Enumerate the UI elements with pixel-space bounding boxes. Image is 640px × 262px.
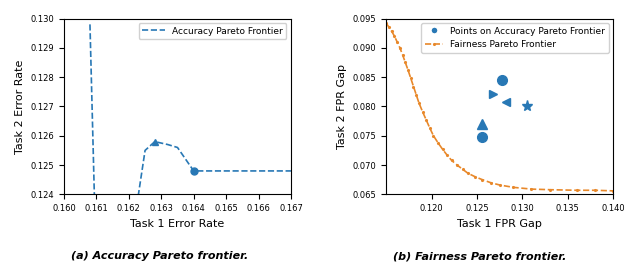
Text: (a) Accuracy Pareto frontier.: (a) Accuracy Pareto frontier. — [72, 251, 248, 261]
Fairness Pareto Frontier — [609, 189, 617, 192]
Fairness Pareto Frontier — [410, 85, 417, 88]
Fairness Pareto Frontier — [496, 183, 504, 187]
Accuracy Pareto Frontier — [125, 228, 132, 231]
Accuracy Pareto Frontier — [164, 143, 172, 146]
Fairness Pareto Frontier — [453, 163, 461, 167]
Fairness Pareto Frontier — [399, 53, 406, 56]
Fairness Pareto Frontier — [390, 35, 398, 38]
Accuracy Pareto Frontier — [239, 169, 246, 172]
Accuracy Pareto Frontier — [151, 140, 159, 143]
Line: Fairness Pareto Frontier: Fairness Pareto Frontier — [385, 21, 615, 193]
Text: (b) Fairness Pareto frontier.: (b) Fairness Pareto frontier. — [394, 251, 566, 261]
Fairness Pareto Frontier — [385, 26, 393, 29]
Accuracy Pareto Frontier — [287, 169, 295, 172]
Fairness Pareto Frontier — [415, 101, 423, 105]
Fairness Pareto Frontier — [479, 178, 486, 181]
Fairness Pareto Frontier — [487, 181, 495, 184]
Fairness Pareto Frontier — [444, 154, 451, 157]
Accuracy Pareto Frontier — [118, 237, 126, 240]
Accuracy Pareto Frontier — [173, 146, 181, 149]
Fairness Pareto Frontier — [527, 188, 535, 191]
Fairness Pareto Frontier — [448, 159, 456, 162]
Fairness Pareto Frontier — [407, 77, 415, 80]
Fairness Pareto Frontier — [404, 69, 412, 72]
Y-axis label: Task 2 Error Rate: Task 2 Error Rate — [15, 59, 25, 154]
Fairness Pareto Frontier — [459, 168, 467, 171]
Accuracy Pareto Frontier — [190, 169, 198, 172]
Fairness Pareto Frontier — [438, 148, 446, 151]
Fairness Pareto Frontier — [426, 127, 434, 130]
Fairness Pareto Frontier — [546, 188, 554, 191]
Legend: Accuracy Pareto Frontier: Accuracy Pareto Frontier — [139, 23, 287, 39]
Fairness Pareto Frontier — [422, 118, 430, 122]
Accuracy Pareto Frontier — [131, 213, 139, 216]
Fairness Pareto Frontier — [412, 93, 420, 96]
Fairness Pareto Frontier — [388, 30, 396, 33]
Fairness Pareto Frontier — [383, 22, 390, 25]
Fairness Pareto Frontier — [591, 189, 599, 192]
Fairness Pareto Frontier — [429, 134, 437, 137]
Fairness Pareto Frontier — [394, 40, 401, 43]
Fairness Pareto Frontier — [472, 175, 479, 178]
Fairness Pareto Frontier — [434, 141, 442, 144]
Fairness Pareto Frontier — [401, 61, 409, 64]
Fairness Pareto Frontier — [509, 186, 517, 189]
Line: Accuracy Pareto Frontier: Accuracy Pareto Frontier — [90, 24, 291, 262]
Fairness Pareto Frontier — [464, 172, 472, 175]
Fairness Pareto Frontier — [396, 46, 404, 49]
Fairness Pareto Frontier — [419, 110, 426, 113]
Legend: Points on Accuracy Pareto Frontier, Fairness Pareto Frontier: Points on Accuracy Pareto Frontier, Fair… — [421, 23, 609, 53]
Y-axis label: Task 2 FPR Gap: Task 2 FPR Gap — [337, 64, 348, 149]
Fairness Pareto Frontier — [573, 189, 580, 192]
Accuracy Pareto Frontier — [141, 149, 149, 152]
X-axis label: Task 1 Error Rate: Task 1 Error Rate — [131, 219, 225, 229]
X-axis label: Task 1 FPR Gap: Task 1 FPR Gap — [458, 219, 542, 229]
Accuracy Pareto Frontier — [86, 23, 94, 26]
